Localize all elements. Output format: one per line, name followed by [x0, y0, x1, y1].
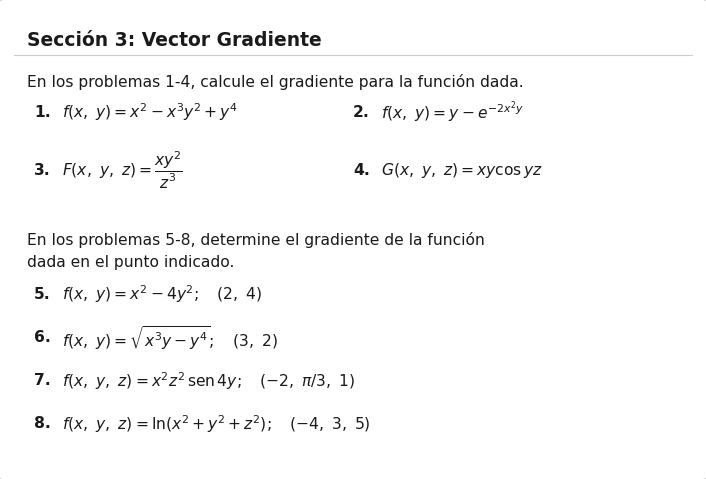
Text: 6.: 6.	[34, 330, 51, 345]
Text: Sección 3: Vector Gradiente: Sección 3: Vector Gradiente	[27, 31, 321, 50]
Text: 8.: 8.	[34, 416, 51, 432]
Text: 4.: 4.	[353, 162, 370, 178]
Text: $\mathit{f}(x,\ y) = \sqrt{x^3y - y^4};\quad (3,\ 2)$: $\mathit{f}(x,\ y) = \sqrt{x^3y - y^4};\…	[62, 324, 278, 352]
Text: 3.: 3.	[34, 162, 51, 178]
Text: 2.: 2.	[353, 105, 370, 120]
Text: $\mathit{F}(x,\ y,\ z) = \dfrac{xy^2}{z^3}$: $\mathit{F}(x,\ y,\ z) = \dfrac{xy^2}{z^…	[62, 149, 183, 191]
Text: $\mathit{f}(x,\ y,\ z) = \ln(x^2 + y^2 + z^2);\quad (-4,\ 3,\ 5)$: $\mathit{f}(x,\ y,\ z) = \ln(x^2 + y^2 +…	[62, 413, 371, 435]
Text: 1.: 1.	[34, 105, 51, 120]
Text: En los problemas 5-8, determine el gradiente de la función
dada en el punto indi: En los problemas 5-8, determine el gradi…	[27, 232, 485, 270]
Text: $\mathit{f}(x,\ y) = x^2 - 4y^2;\quad (2,\ 4)$: $\mathit{f}(x,\ y) = x^2 - 4y^2;\quad (2…	[62, 284, 262, 306]
Text: $\mathit{f}(x,\ y,\ z) = x^2z^2\,\mathrm{sen}\,4y;\quad (-2,\ \pi/3,\ 1)$: $\mathit{f}(x,\ y,\ z) = x^2z^2\,\mathrm…	[62, 370, 355, 392]
Text: $\mathit{f}(x,\ y) = x^2 - x^3y^2 + y^4$: $\mathit{f}(x,\ y) = x^2 - x^3y^2 + y^4$	[62, 102, 238, 124]
Text: 5.: 5.	[34, 287, 51, 302]
Text: $\mathit{G}(x,\ y,\ z) = xy\cos yz$: $\mathit{G}(x,\ y,\ z) = xy\cos yz$	[381, 160, 544, 180]
Text: 7.: 7.	[34, 373, 51, 388]
Text: En los problemas 1-4, calcule el gradiente para la función dada.: En los problemas 1-4, calcule el gradien…	[27, 74, 523, 90]
Text: $\mathit{f}(x,\ y) = y - e^{-2x^2y}$: $\mathit{f}(x,\ y) = y - e^{-2x^2y}$	[381, 100, 525, 125]
